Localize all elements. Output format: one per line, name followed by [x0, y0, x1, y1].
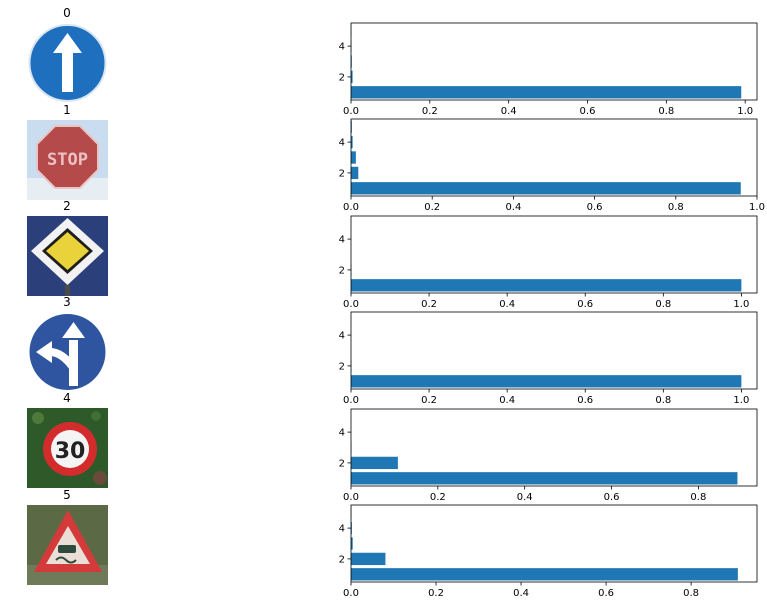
bar: [351, 472, 738, 485]
y-tick-label: 4: [339, 235, 345, 246]
x-tick-label: 0.0: [343, 202, 359, 213]
x-tick-label: 0.6: [598, 588, 614, 599]
y-tick-label: 4: [339, 524, 345, 535]
x-tick-label: 0.6: [604, 492, 620, 503]
y-tick-label: 2: [339, 361, 345, 372]
bar-chart-4: 0.0 0.2 0.4 0.6 0.8 2 4: [339, 408, 758, 503]
bar-chart-1: 0.0 0.2 0.4 0.6 0.8 1.0 2 4: [339, 118, 765, 213]
y-tick-label: 2: [339, 554, 345, 565]
image-title-5: 5: [63, 488, 71, 502]
image-panel-0: 0: [27, 6, 108, 103]
x-tick-label: 0.2: [430, 492, 446, 503]
image-panel-1: 1 STOP: [27, 103, 108, 200]
bar: [351, 552, 386, 566]
bar: [351, 182, 741, 195]
y-tick-label: 2: [339, 168, 345, 179]
bar: [351, 86, 742, 99]
axes-frame: [350, 504, 758, 583]
sign-images: 0 1 STOP 2: [27, 6, 108, 585]
y-tick-label: 4: [339, 138, 345, 149]
x-tick-label: 0.0: [343, 395, 359, 406]
bar-chart-0: 0.0 0.2 0.4 0.6 0.8 1.0 2 4: [339, 22, 758, 117]
axes-frame: [350, 22, 758, 101]
x-tick-label: 0.2: [422, 106, 438, 117]
bar: [351, 568, 738, 581]
x-tick-label: 0.8: [655, 299, 671, 310]
bar: [351, 120, 352, 133]
x-tick-label: 0.6: [580, 106, 596, 117]
speed-limit-30-sign-icon: 30: [43, 422, 97, 476]
x-tick-label: 0.0: [343, 299, 359, 310]
image-panel-3: 3: [27, 295, 108, 392]
x-tick-label: 0.8: [683, 588, 699, 599]
bar: [351, 279, 742, 292]
x-tick-label: 0.0: [343, 106, 359, 117]
x-tick-label: 0.4: [501, 106, 517, 117]
x-tick-label: 1.0: [733, 299, 749, 310]
x-tick-label: 0.8: [658, 106, 674, 117]
ahead-or-left-sign-icon: [29, 314, 106, 390]
x-tick-label: 0.6: [587, 202, 603, 213]
x-tick-label: 0.2: [421, 299, 437, 310]
probability-charts: 0.0 0.2 0.4 0.6 0.8 1.0 2 4 0.0 0.2 0.4 0.6 0.8 1.0 2 4…: [339, 22, 765, 599]
x-tick-label: 0.2: [428, 588, 444, 599]
x-tick-label: 0.6: [577, 395, 593, 406]
bar-chart-5: 0.0 0.2 0.4 0.6 0.8 2 4: [339, 504, 758, 599]
axes-frame: [350, 215, 758, 294]
y-tick-label: 4: [339, 331, 345, 342]
bar: [351, 521, 352, 535]
bar: [351, 166, 359, 180]
ahead-only-sign-icon: [28, 24, 107, 102]
image-title-0: 0: [63, 6, 71, 20]
bar-chart-2: 0.0 0.2 0.4 0.6 0.8 1.0 2 4: [339, 215, 758, 310]
x-tick-label: 0.2: [424, 202, 440, 213]
image-panel-5: 5: [27, 488, 108, 585]
image-title-2: 2: [63, 199, 71, 213]
bar: [351, 70, 353, 84]
y-tick-label: 4: [339, 42, 345, 53]
y-tick-label: 2: [339, 72, 345, 83]
image-panel-2: 2: [27, 199, 108, 296]
stop-sign-text: STOP: [47, 150, 88, 170]
image-title-4: 4: [63, 391, 71, 405]
x-tick-label: 0.8: [668, 202, 684, 213]
image-title-1: 1: [63, 103, 71, 117]
x-tick-label: 1.0: [733, 395, 749, 406]
x-tick-label: 0.4: [513, 588, 529, 599]
x-tick-label: 0.4: [499, 395, 515, 406]
stop-sign-icon: STOP: [36, 125, 99, 189]
x-tick-label: 1.0: [749, 202, 765, 213]
y-tick-label: 4: [339, 428, 345, 439]
speed-limit-text: 30: [55, 439, 86, 464]
x-tick-label: 0.2: [421, 395, 437, 406]
x-tick-label: 0.4: [499, 299, 515, 310]
x-tick-label: 0.4: [517, 492, 533, 503]
bar: [351, 456, 398, 470]
axes-frame: [350, 311, 758, 390]
y-tick-label: 2: [339, 458, 345, 469]
image-panel-4: 4 30: [27, 391, 108, 488]
bar: [351, 151, 356, 164]
x-tick-label: 1.0: [737, 106, 753, 117]
x-tick-label: 0.4: [505, 202, 521, 213]
x-tick-label: 0.0: [343, 492, 359, 503]
x-tick-label: 0.0: [343, 588, 359, 599]
slippery-road-warning-sign-icon: [34, 510, 102, 572]
axes-frame: [350, 408, 758, 487]
bar-chart-3: 0.0 0.2 0.4 0.6 0.8 1.0 2 4: [339, 311, 758, 406]
bar: [351, 135, 353, 149]
x-tick-label: 0.6: [577, 299, 593, 310]
priority-road-sign-icon: [31, 218, 104, 296]
x-tick-label: 0.8: [690, 492, 706, 503]
image-title-3: 3: [63, 295, 71, 309]
bar: [351, 537, 353, 550]
y-tick-label: 2: [339, 265, 345, 276]
bar: [351, 375, 742, 388]
axes-frame: [350, 118, 758, 197]
x-tick-label: 0.8: [655, 395, 671, 406]
